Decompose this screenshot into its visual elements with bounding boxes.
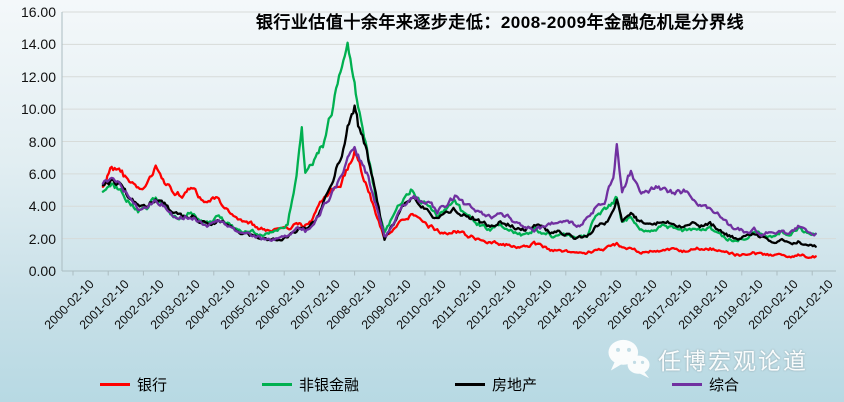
legend-item-composite: 综合: [672, 374, 739, 394]
legend-item-bank: 银行: [100, 374, 167, 394]
series-line-综合: [101, 142, 817, 242]
legend-item-realestate: 房地产: [455, 374, 537, 394]
y-tick-label: 8.00: [28, 133, 56, 150]
legend-label-bank: 银行: [137, 376, 168, 394]
composite-line-swatch: [672, 382, 702, 386]
legend: 银行 非银金融 房地产 综合: [0, 374, 844, 398]
legend-label-realestate: 房地产: [492, 376, 538, 394]
y-tick-label: 14.00: [20, 36, 56, 53]
watermark: 任博宏观论道: [606, 338, 808, 380]
y-tick-label: 4.00: [28, 198, 56, 215]
y-tick-label: 6.00: [28, 165, 56, 182]
wechat-icon: [608, 339, 650, 379]
legend-label-composite: 综合: [709, 376, 740, 394]
watermark-text: 任博宏观论道: [658, 348, 808, 374]
realestate-line-swatch: [455, 382, 485, 386]
chart-title: 银行业估值十余年来逐步走低：2008-2009年金融危机是分界线: [255, 13, 745, 32]
bank-line-swatch: [100, 382, 130, 386]
y-tick-label: 2.00: [28, 230, 56, 247]
legend-item-nonbank: 非银金融: [262, 374, 359, 394]
series-line-银行: [101, 149, 817, 260]
y-tick-label: 12.00: [20, 68, 56, 85]
y-tick-label: 16.00: [20, 4, 56, 20]
y-tick-label: 10.00: [20, 101, 56, 118]
nonbank-line-swatch: [262, 382, 292, 386]
legend-label-nonbank: 非银金融: [299, 376, 360, 394]
y-tick-label: 0.00: [28, 263, 56, 279]
